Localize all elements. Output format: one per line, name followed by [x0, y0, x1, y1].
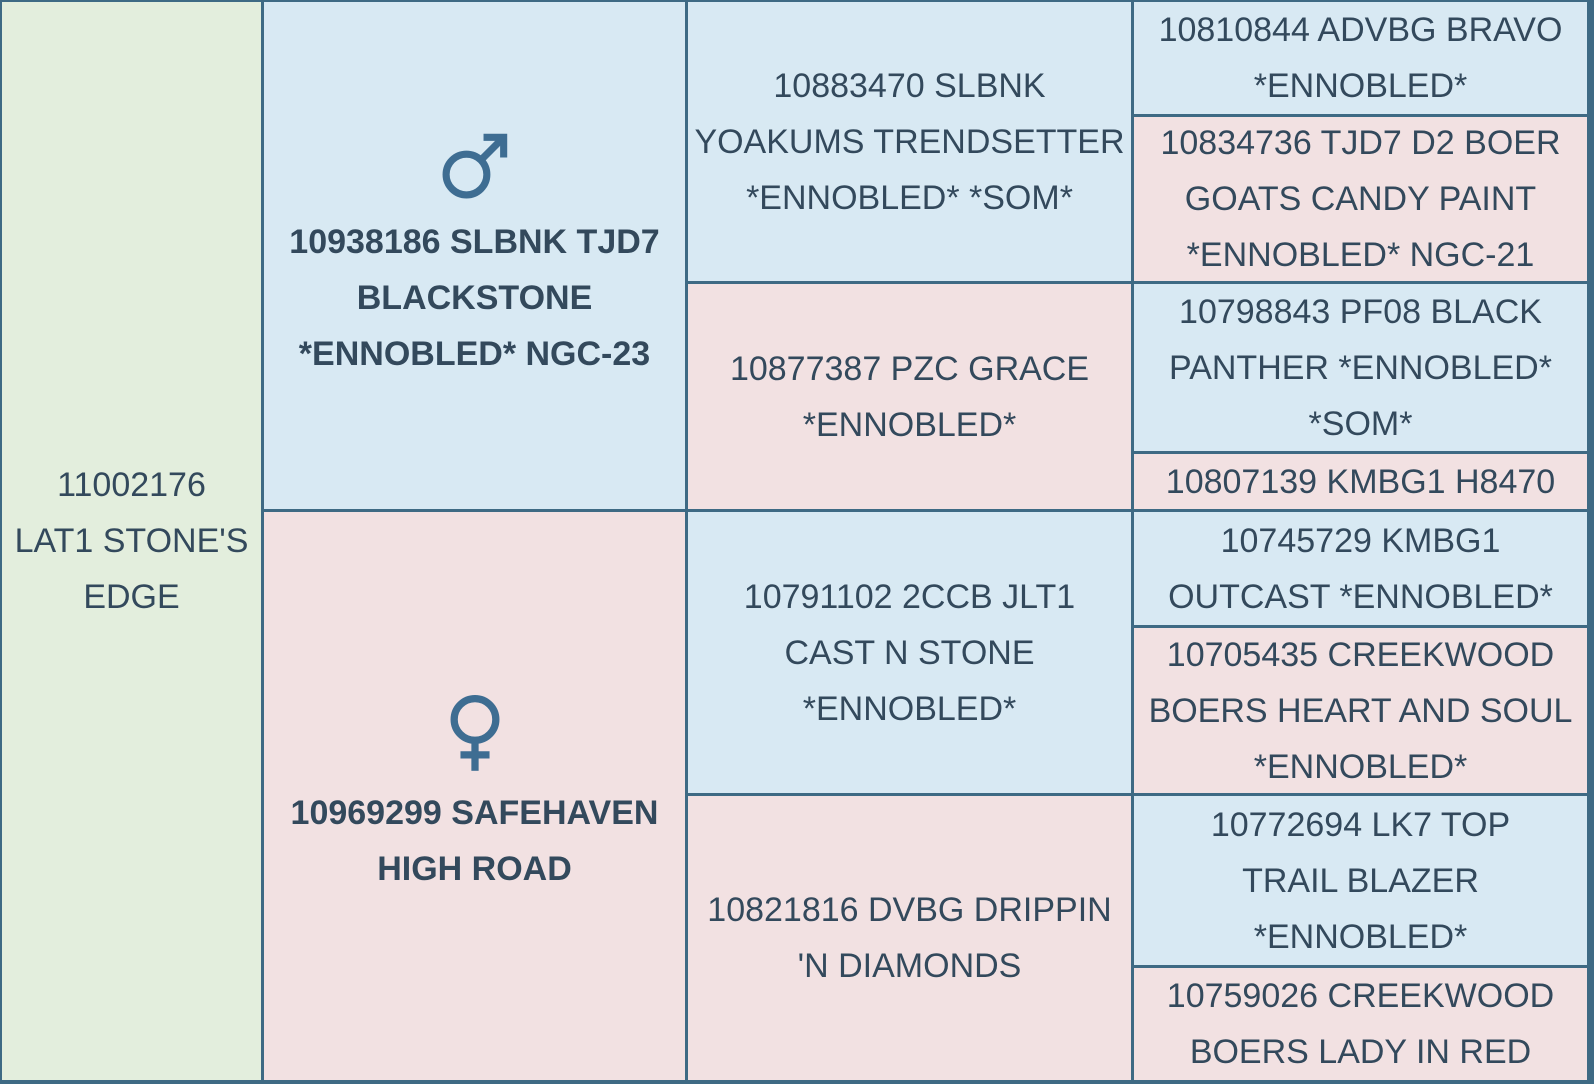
sire-dam-dam-name: 10807139 KMBG1 H8470 — [1165, 462, 1556, 501]
dam-dam-sire-name: 10772694 LK7 TOP TRAIL BLAZER *ENNOBLED* — [1210, 805, 1511, 956]
subject-name: 11002176 LAT1 STONE'S EDGE — [14, 466, 249, 616]
sire-cell[interactable]: 10938186 SLBNK TJD7 BLACKSTONE *ENNOBLED… — [264, 2, 685, 509]
male-icon — [439, 130, 511, 202]
dam-sire-sire-cell[interactable]: 10745729 KMBG1 OUTCAST *ENNOBLED* — [1134, 512, 1587, 625]
dam-sire-sire-name: 10745729 KMBG1 OUTCAST *ENNOBLED* — [1168, 521, 1553, 616]
dam-cell[interactable]: 10969299 SAFEHAVEN HIGH ROAD — [264, 512, 685, 1080]
sire-dam-name: 10877387 PZC GRACE *ENNOBLED* — [729, 349, 1090, 444]
sire-dam-cell[interactable]: 10877387 PZC GRACE *ENNOBLED* — [688, 284, 1131, 509]
dam-name: 10969299 SAFEHAVEN HIGH ROAD — [290, 794, 659, 888]
dam-dam-cell[interactable]: 10821816 DVBG DRIPPIN 'N DIAMONDS — [688, 796, 1131, 1080]
subject-cell[interactable]: 11002176 LAT1 STONE'S EDGE — [2, 2, 261, 1080]
sire-dam-dam-cell[interactable]: 10807139 KMBG1 H8470 — [1134, 454, 1587, 509]
sire-sire-name: 10883470 SLBNK YOAKUMS TRENDSETTER *ENNO… — [694, 66, 1125, 217]
sire-sire-sire-name: 10810844 ADVBG BRAVO *ENNOBLED* — [1158, 11, 1563, 105]
sire-name: 10938186 SLBNK TJD7 BLACKSTONE *ENNOBLED… — [289, 222, 660, 373]
sire-sire-dam-cell[interactable]: 10834736 TJD7 D2 BOER GOATS CANDY PAINT … — [1134, 117, 1587, 281]
sire-sire-dam-name: 10834736 TJD7 D2 BOER GOATS CANDY PAINT … — [1160, 124, 1561, 274]
sire-sire-sire-cell[interactable]: 10810844 ADVBG BRAVO *ENNOBLED* — [1134, 2, 1587, 114]
dam-dam-name: 10821816 DVBG DRIPPIN 'N DIAMONDS — [707, 891, 1112, 985]
sire-dam-sire-cell[interactable]: 10798843 PF08 BLACK PANTHER *ENNOBLED* *… — [1134, 284, 1587, 451]
dam-sire-dam-name: 10705435 CREEKWOOD BOERS HEART AND SOUL … — [1148, 635, 1573, 786]
female-icon — [444, 695, 506, 773]
sire-sire-cell[interactable]: 10883470 SLBNK YOAKUMS TRENDSETTER *ENNO… — [688, 2, 1131, 281]
dam-sire-dam-cell[interactable]: 10705435 CREEKWOOD BOERS HEART AND SOUL … — [1134, 628, 1587, 793]
sire-dam-sire-name: 10798843 PF08 BLACK PANTHER *ENNOBLED* *… — [1169, 292, 1552, 443]
dam-dam-dam-cell[interactable]: 10759026 CREEKWOOD BOERS LADY IN RED — [1134, 968, 1587, 1080]
dam-dam-sire-cell[interactable]: 10772694 LK7 TOP TRAIL BLAZER *ENNOBLED* — [1134, 796, 1587, 965]
dam-sire-name: 10791102 2CCB JLT1 CAST N STONE *ENNOBLE… — [743, 577, 1076, 728]
dam-sire-cell[interactable]: 10791102 2CCB JLT1 CAST N STONE *ENNOBLE… — [688, 512, 1131, 793]
dam-dam-dam-name: 10759026 CREEKWOOD BOERS LADY IN RED — [1166, 977, 1555, 1071]
